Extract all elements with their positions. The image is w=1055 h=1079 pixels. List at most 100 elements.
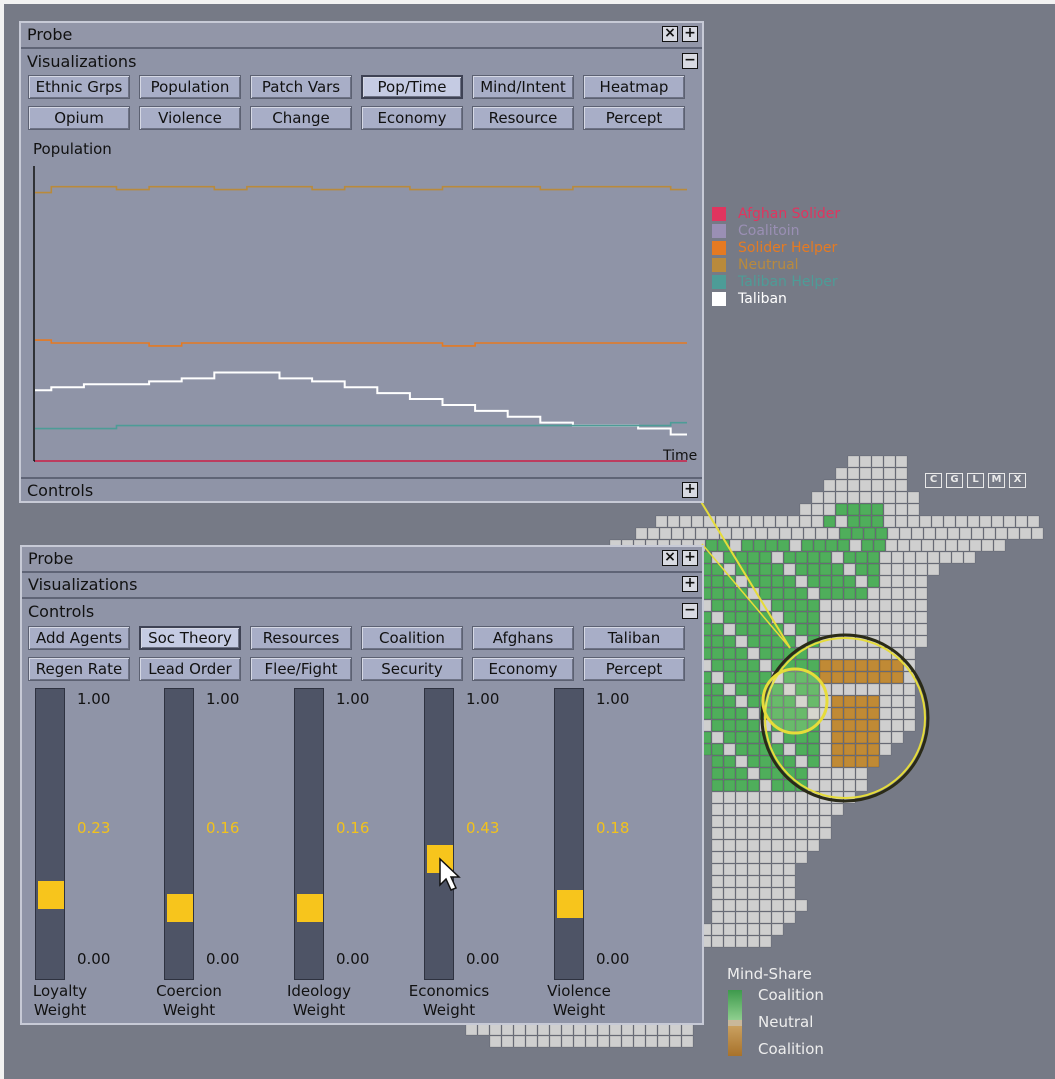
map-cell[interactable] <box>723 899 736 912</box>
map-cell[interactable] <box>843 755 856 768</box>
control-button-flee-fight[interactable]: Flee/Fight <box>250 657 352 681</box>
map-cell[interactable] <box>825 539 838 552</box>
map-cell[interactable] <box>795 695 808 708</box>
map-cell[interactable] <box>759 863 772 876</box>
map-cell[interactable] <box>723 707 736 720</box>
slider-track-loyalty[interactable] <box>35 688 65 980</box>
map-cell[interactable] <box>711 839 724 852</box>
map-cell[interactable] <box>795 683 808 696</box>
slider-track-violence[interactable] <box>554 688 584 980</box>
map-cell[interactable] <box>735 803 748 816</box>
map-cell[interactable] <box>891 587 904 600</box>
map-cell[interactable] <box>609 1035 622 1048</box>
map-cell[interactable] <box>855 695 868 708</box>
map-cell[interactable] <box>711 611 724 624</box>
map-cell[interactable] <box>759 851 772 864</box>
map-cell[interactable] <box>759 875 772 888</box>
map-cell[interactable] <box>795 575 808 588</box>
map-cell[interactable] <box>895 479 908 492</box>
map-cell[interactable] <box>855 611 868 624</box>
map-cell[interactable] <box>867 587 880 600</box>
bottom-visualizations-header[interactable]: Visualizations + <box>22 573 702 599</box>
map-cell[interactable] <box>695 527 708 540</box>
map-cell[interactable] <box>879 587 892 600</box>
map-cell[interactable] <box>903 563 916 576</box>
map-cell[interactable] <box>783 875 796 888</box>
map-cell[interactable] <box>819 551 832 564</box>
map-cell[interactable] <box>885 539 898 552</box>
control-button-afghans[interactable]: Afghans <box>472 626 574 650</box>
map-cell[interactable] <box>585 1023 598 1036</box>
map-cell[interactable] <box>807 611 820 624</box>
map-cell[interactable] <box>735 923 748 936</box>
top-visualizations-header[interactable]: Visualizations − <box>21 49 702 75</box>
map-cell[interactable] <box>969 539 982 552</box>
map-cell[interactable] <box>711 899 724 912</box>
map-cell[interactable] <box>843 743 856 756</box>
map-cell[interactable] <box>991 515 1004 528</box>
map-cell[interactable] <box>831 707 844 720</box>
map-cell[interactable] <box>715 515 728 528</box>
map-cell[interactable] <box>783 683 796 696</box>
map-cell[interactable] <box>681 1023 694 1036</box>
map-cell[interactable] <box>799 515 812 528</box>
viz-button-percept[interactable]: Percept <box>583 106 685 130</box>
viz-button-resource[interactable]: Resource <box>472 106 574 130</box>
map-cell[interactable] <box>867 755 880 768</box>
map-cell[interactable] <box>735 767 748 780</box>
map-cell[interactable] <box>735 863 748 876</box>
map-cell[interactable] <box>771 551 784 564</box>
map-cell[interactable] <box>771 599 784 612</box>
map-cell[interactable] <box>729 539 742 552</box>
map-cell[interactable] <box>683 527 696 540</box>
map-cell[interactable] <box>827 527 840 540</box>
map-cell[interactable] <box>807 743 820 756</box>
map-cell[interactable] <box>735 719 748 732</box>
map-cell[interactable] <box>979 515 992 528</box>
map-cell[interactable] <box>771 803 784 816</box>
map-cell[interactable] <box>779 527 792 540</box>
map-btn-m[interactable]: M <box>988 473 1005 488</box>
map-cell[interactable] <box>795 587 808 600</box>
map-cell[interactable] <box>783 755 796 768</box>
map-cell[interactable] <box>807 599 820 612</box>
map-cell[interactable] <box>907 491 920 504</box>
map-cell[interactable] <box>735 935 748 948</box>
map-cell[interactable] <box>879 611 892 624</box>
map-cell[interactable] <box>883 515 896 528</box>
map-cell[interactable] <box>859 455 872 468</box>
map-cell[interactable] <box>795 611 808 624</box>
map-cell[interactable] <box>843 767 856 780</box>
map-cell[interactable] <box>915 551 928 564</box>
map-cell[interactable] <box>711 851 724 864</box>
map-cell[interactable] <box>489 1035 502 1048</box>
map-cell[interactable] <box>819 587 832 600</box>
map-cell[interactable] <box>903 623 916 636</box>
map-cell[interactable] <box>891 623 904 636</box>
map-btn-l[interactable]: L <box>967 473 984 488</box>
map-cell[interactable] <box>859 503 872 516</box>
map-cell[interactable] <box>855 599 868 612</box>
map-cell[interactable] <box>645 1023 658 1036</box>
map-cell[interactable] <box>807 839 820 852</box>
map-cell[interactable] <box>759 911 772 924</box>
map-cell[interactable] <box>771 899 784 912</box>
viz-button-mind-intent[interactable]: Mind/Intent <box>472 75 574 99</box>
map-cell[interactable] <box>783 623 796 636</box>
map-cell[interactable] <box>815 527 828 540</box>
map-cell[interactable] <box>831 803 844 816</box>
map-cell[interactable] <box>657 1035 670 1048</box>
map-cell[interactable] <box>783 839 796 852</box>
map-cell[interactable] <box>831 767 844 780</box>
map-cell[interactable] <box>801 539 814 552</box>
map-cell[interactable] <box>891 719 904 732</box>
map-cell[interactable] <box>823 491 836 504</box>
map-cell[interactable] <box>915 635 928 648</box>
map-cell[interactable] <box>879 659 892 672</box>
map-cell[interactable] <box>747 551 760 564</box>
viz-button-violence[interactable]: Violence <box>139 106 241 130</box>
map-cell[interactable] <box>795 671 808 684</box>
map-cell[interactable] <box>795 707 808 720</box>
map-cell[interactable] <box>1027 515 1040 528</box>
